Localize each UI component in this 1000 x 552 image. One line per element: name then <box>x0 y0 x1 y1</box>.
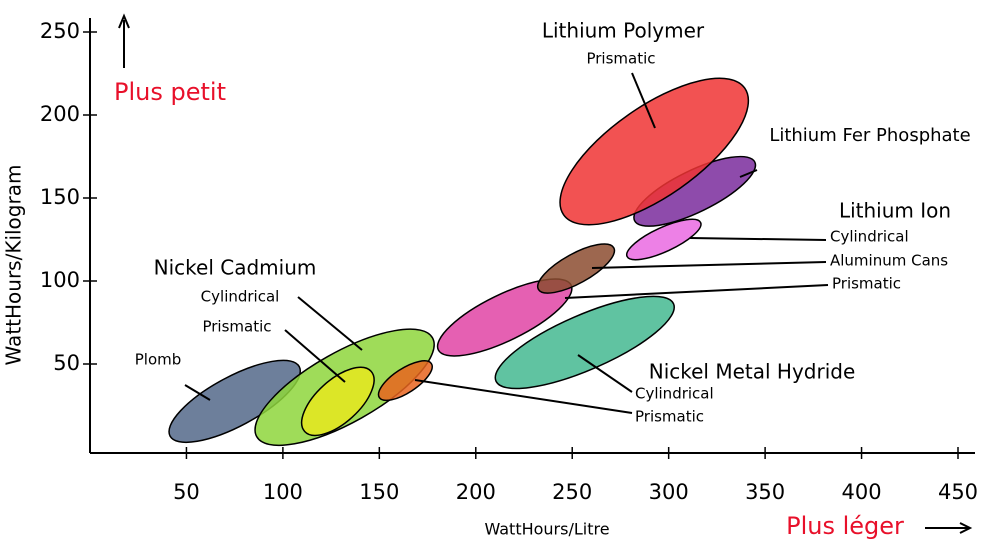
leader-line <box>184 384 211 401</box>
region-label: Cylindrical <box>635 385 714 403</box>
region <box>377 360 433 402</box>
y-tick-label: 100 <box>40 268 80 292</box>
region-label: Prismatic <box>586 50 655 68</box>
leader-line <box>297 296 363 351</box>
region-label: Aluminum Cans <box>830 252 948 270</box>
leader-line <box>739 169 758 178</box>
x-tick-label: 400 <box>842 480 882 504</box>
leader-line <box>284 329 346 383</box>
right-arrow <box>925 522 973 534</box>
region-label: Lithium Fer Phosphate <box>769 125 970 146</box>
region <box>559 77 750 226</box>
x-tick-label: 200 <box>456 480 496 504</box>
region <box>300 366 375 437</box>
region <box>625 218 702 261</box>
leader-line <box>631 72 656 129</box>
x-tick-label: 250 <box>552 480 592 504</box>
annotation: Nickel Metal Hydride <box>649 360 856 384</box>
region-label: Cylindrical <box>201 288 280 306</box>
region-label: Cylindrical <box>830 228 909 246</box>
region-label: Prismatic <box>202 318 271 336</box>
x-tick-label: 350 <box>745 480 785 504</box>
x-tick-label: 50 <box>173 480 200 504</box>
region-label: Prismatic <box>832 275 901 293</box>
region-label: Prismatic <box>635 408 704 426</box>
leader-line <box>689 237 827 241</box>
leader-line <box>591 261 827 269</box>
y-axis-label: WattHours/Kilogram <box>2 165 26 366</box>
annotation: Nickel Cadmium <box>154 256 317 280</box>
y-tick-label: 200 <box>40 102 80 126</box>
y-tick-label: 50 <box>53 351 80 375</box>
annotation: Plus petit <box>114 78 226 106</box>
y-tick-label: 150 <box>40 185 80 209</box>
annotation: Lithium Polymer <box>542 19 705 43</box>
leader-line <box>577 354 633 393</box>
leader-line <box>414 379 633 414</box>
up-arrow <box>118 13 130 68</box>
annotation: Lithium Ion <box>839 199 951 223</box>
region-label: Plomb <box>135 351 182 369</box>
region <box>536 243 616 294</box>
annotation: Plus léger <box>786 512 904 540</box>
x-tick-label: 300 <box>649 480 689 504</box>
x-tick-label: 150 <box>359 480 399 504</box>
region <box>168 359 302 444</box>
x-tick-label: 100 <box>263 480 303 504</box>
leader-line <box>564 284 829 299</box>
y-tick-label: 250 <box>40 19 80 43</box>
x-axis-label: WattHours/Litre <box>484 520 609 539</box>
x-tick-label: 450 <box>938 480 978 504</box>
